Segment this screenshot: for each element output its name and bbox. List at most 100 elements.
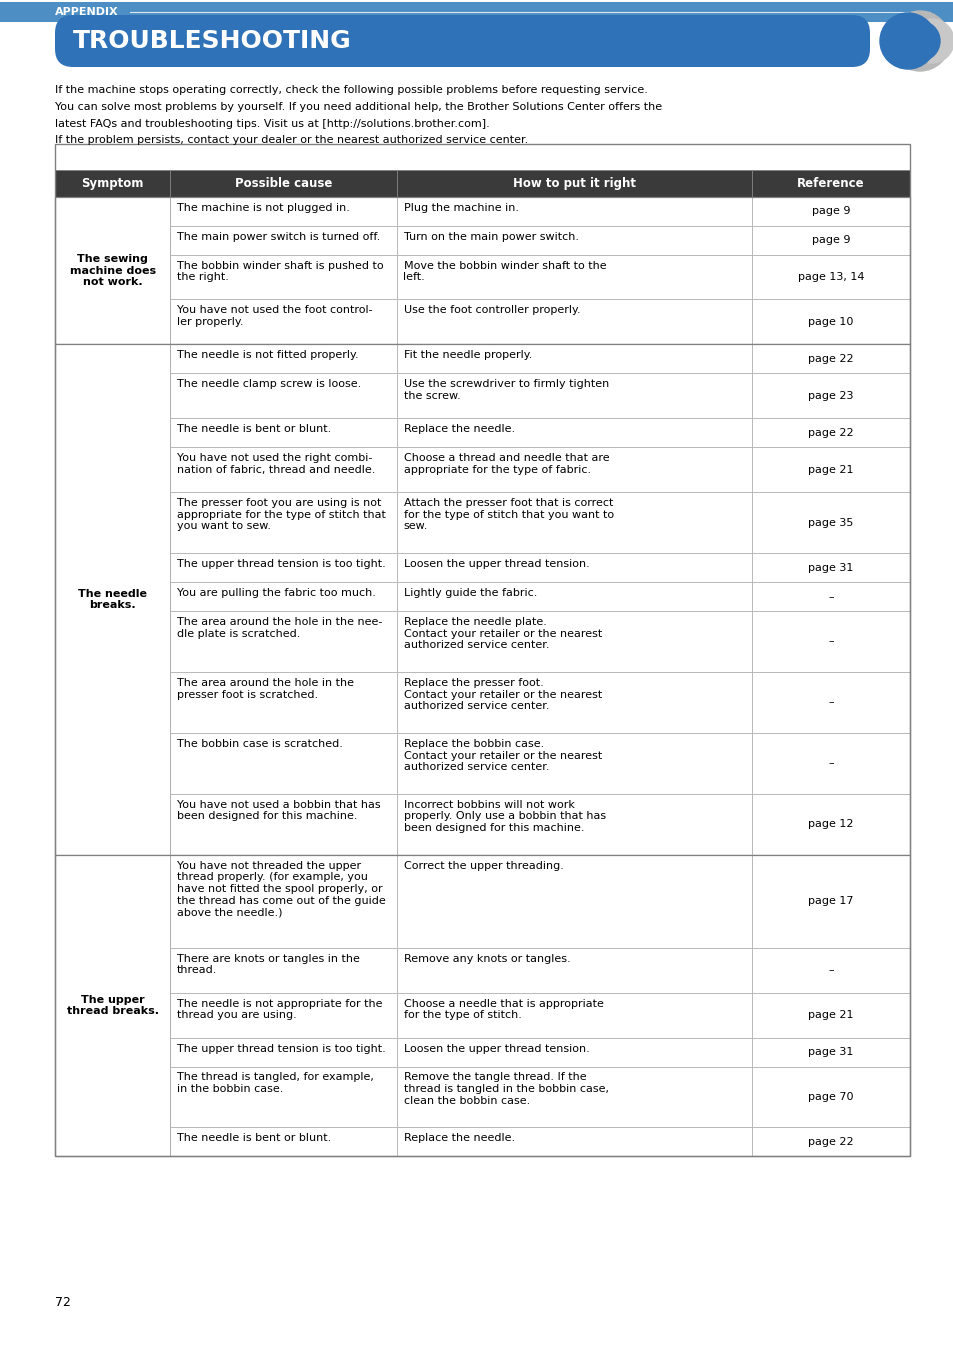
FancyBboxPatch shape — [55, 15, 869, 67]
Text: Lightly guide the fabric.: Lightly guide the fabric. — [403, 588, 537, 598]
Bar — [751, 733, 909, 793]
Text: page 9: page 9 — [811, 206, 849, 216]
Bar — [751, 947, 909, 993]
Text: page 31: page 31 — [807, 563, 853, 573]
Text: The needle
breaks.: The needle breaks. — [78, 588, 147, 610]
Bar — [171, 947, 396, 993]
Text: Remove the tangle thread. If the
thread is tangled in the bobbin case,
clean the: Remove the tangle thread. If the thread … — [403, 1072, 608, 1106]
Bar — [171, 793, 396, 855]
Bar — [396, 947, 751, 993]
Text: The needle is bent or blunt.: The needle is bent or blunt. — [176, 1133, 331, 1144]
Text: page 31: page 31 — [807, 1047, 853, 1058]
Bar — [171, 553, 396, 583]
Text: There are knots or tangles in the
thread.: There are knots or tangles in the thread… — [176, 954, 359, 975]
Text: page 13, 14: page 13, 14 — [797, 272, 863, 282]
Text: page 22: page 22 — [807, 1137, 853, 1147]
Text: The needle is bent or blunt.: The needle is bent or blunt. — [176, 425, 331, 434]
Bar — [396, 1067, 751, 1128]
Bar — [396, 299, 751, 344]
Text: The sewing
machine does
not work.: The sewing machine does not work. — [70, 254, 155, 287]
Bar — [396, 255, 751, 299]
Text: The thread is tangled, for example,
in the bobbin case.: The thread is tangled, for example, in t… — [176, 1072, 374, 1094]
Bar — [751, 1128, 909, 1156]
Text: page 21: page 21 — [807, 1010, 853, 1020]
Text: –: – — [827, 637, 833, 646]
Text: Loosen the upper thread tension.: Loosen the upper thread tension. — [403, 560, 589, 569]
Text: Fit the needle properly.: Fit the needle properly. — [403, 351, 532, 360]
Bar — [751, 374, 909, 418]
Bar — [55, 197, 909, 344]
Text: You have not used the right combi-
nation of fabric, thread and needle.: You have not used the right combi- natio… — [176, 453, 375, 475]
Bar — [751, 225, 909, 255]
Bar — [396, 855, 751, 947]
Bar — [171, 197, 396, 225]
Text: Symptom: Symptom — [81, 177, 144, 190]
Bar — [55, 344, 909, 855]
Bar — [751, 1037, 909, 1067]
Bar — [751, 418, 909, 448]
Text: You can solve most problems by yourself. If you need additional help, the Brothe: You can solve most problems by yourself.… — [55, 101, 661, 112]
Text: page 9: page 9 — [811, 235, 849, 246]
Bar — [751, 197, 909, 225]
Bar — [171, 993, 396, 1037]
Bar — [396, 374, 751, 418]
Bar — [396, 553, 751, 583]
Text: The needle clamp screw is loose.: The needle clamp screw is loose. — [176, 379, 361, 390]
Text: Use the foot controller properly.: Use the foot controller properly. — [403, 305, 579, 316]
Bar — [396, 170, 751, 197]
Bar — [171, 255, 396, 299]
Bar — [751, 492, 909, 553]
Bar — [171, 299, 396, 344]
Bar — [171, 344, 396, 374]
Text: The needle is not fitted properly.: The needle is not fitted properly. — [176, 351, 358, 360]
Bar — [751, 448, 909, 492]
Bar — [751, 299, 909, 344]
Text: Choose a needle that is appropriate
for the type of stitch.: Choose a needle that is appropriate for … — [403, 998, 602, 1020]
Text: –: – — [827, 592, 833, 602]
Bar — [751, 855, 909, 947]
Bar — [55, 344, 171, 855]
Circle shape — [889, 11, 949, 71]
Text: The upper
thread breaks.: The upper thread breaks. — [67, 994, 158, 1016]
Bar — [396, 1128, 751, 1156]
Text: Use the screwdriver to firmly tighten
the screw.: Use the screwdriver to firmly tighten th… — [403, 379, 608, 401]
Text: The area around the hole in the nee-
dle plate is scratched.: The area around the hole in the nee- dle… — [176, 616, 382, 638]
Text: page 12: page 12 — [807, 819, 853, 830]
Text: Correct the upper threading.: Correct the upper threading. — [403, 861, 563, 870]
Bar — [171, 170, 396, 197]
Text: page 70: page 70 — [807, 1091, 853, 1102]
Bar — [396, 344, 751, 374]
Text: page 21: page 21 — [807, 465, 853, 475]
Text: –: – — [827, 758, 833, 769]
Bar — [396, 993, 751, 1037]
Text: Reference: Reference — [797, 177, 863, 190]
Text: Replace the needle.: Replace the needle. — [403, 425, 514, 434]
Text: Replace the presser foot.
Contact your retailer or the nearest
authorized servic: Replace the presser foot. Contact your r… — [403, 679, 601, 711]
Circle shape — [909, 19, 953, 63]
Bar — [171, 583, 396, 611]
Bar — [55, 855, 909, 1156]
Bar — [751, 583, 909, 611]
Bar — [171, 672, 396, 733]
Bar — [396, 793, 751, 855]
Text: You have not used the foot control-
ler properly.: You have not used the foot control- ler … — [176, 305, 373, 326]
Text: page 23: page 23 — [807, 391, 853, 401]
Text: You are pulling the fabric too much.: You are pulling the fabric too much. — [176, 588, 375, 598]
Text: –: – — [827, 965, 833, 975]
Bar — [396, 1037, 751, 1067]
Bar — [0, 1, 953, 22]
Text: –: – — [827, 697, 833, 707]
Text: page 22: page 22 — [807, 428, 853, 438]
Text: Loosen the upper thread tension.: Loosen the upper thread tension. — [403, 1044, 589, 1054]
Bar — [171, 374, 396, 418]
Bar — [171, 1067, 396, 1128]
Text: page 17: page 17 — [807, 896, 853, 907]
Bar — [171, 225, 396, 255]
Text: Replace the needle plate.
Contact your retailer or the nearest
authorized servic: Replace the needle plate. Contact your r… — [403, 616, 601, 650]
Text: Possible cause: Possible cause — [234, 177, 332, 190]
Text: TROUBLESHOOTING: TROUBLESHOOTING — [73, 28, 352, 53]
Text: Replace the bobbin case.
Contact your retailer or the nearest
authorized service: Replace the bobbin case. Contact your re… — [403, 739, 601, 772]
Bar — [171, 855, 396, 947]
Text: The bobbin winder shaft is pushed to
the right.: The bobbin winder shaft is pushed to the… — [176, 260, 383, 282]
Bar — [55, 143, 909, 1156]
